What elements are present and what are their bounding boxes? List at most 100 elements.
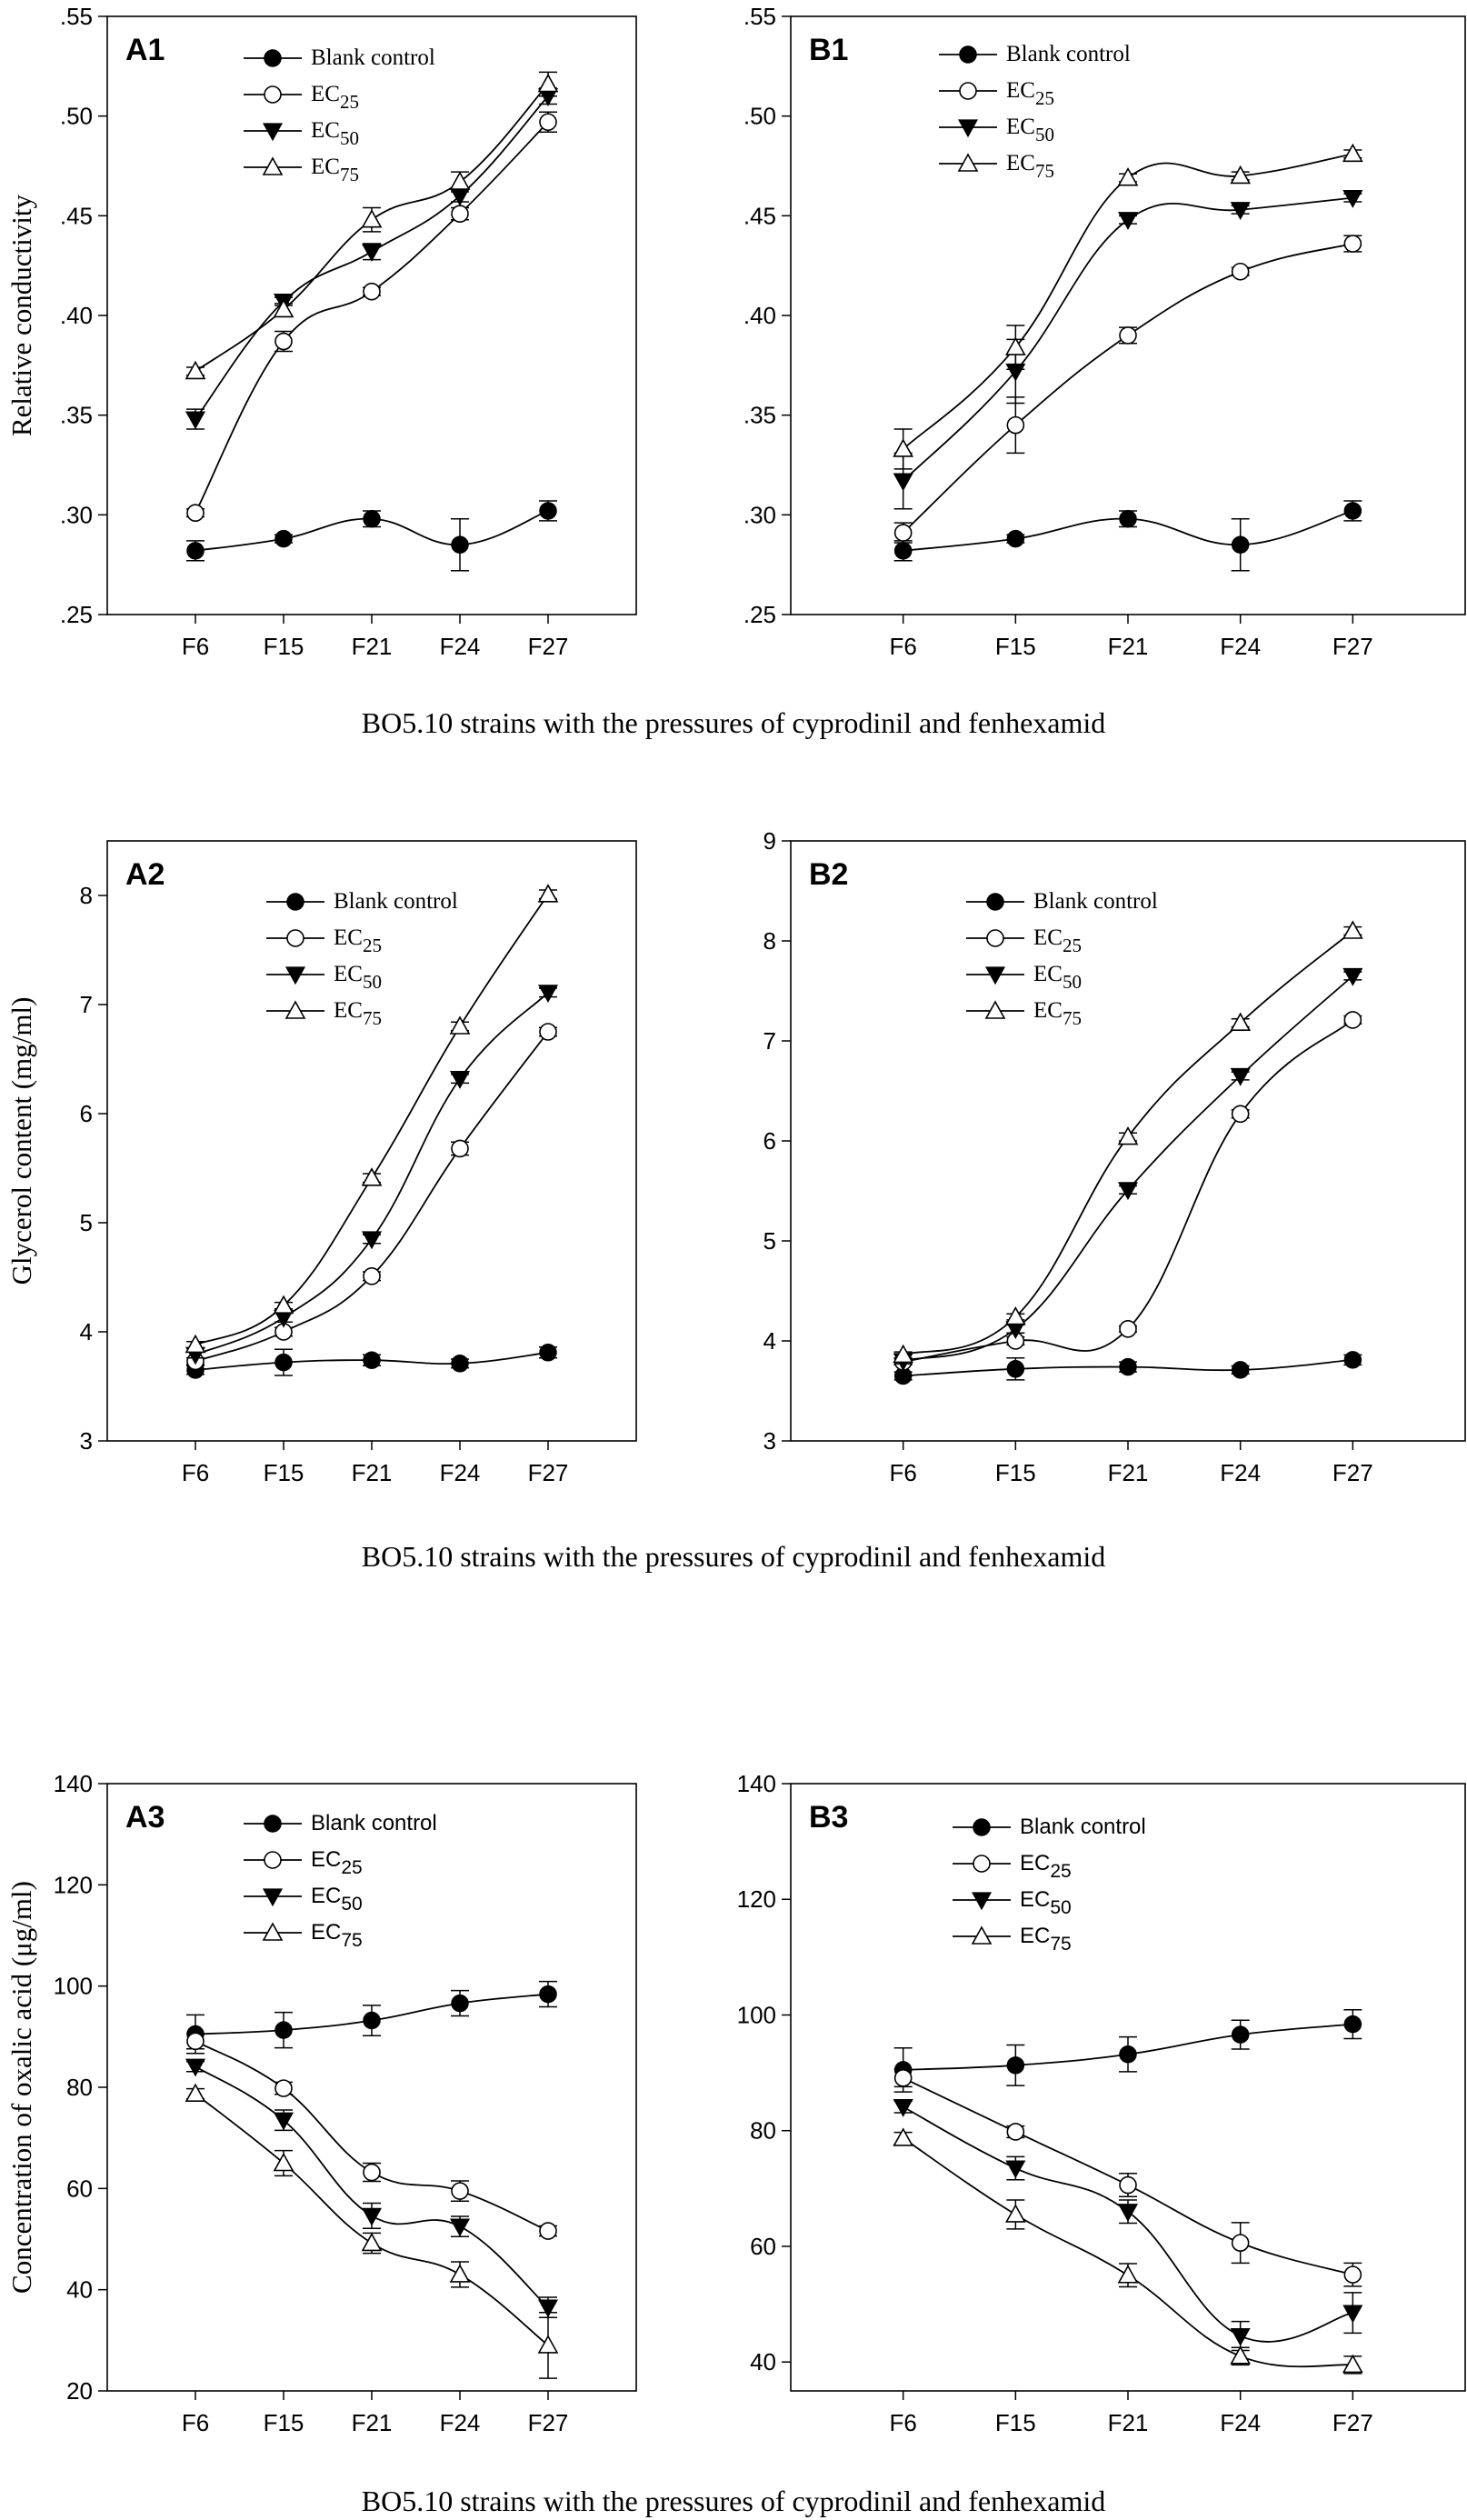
b1-data-point (1342, 143, 1363, 163)
a1-data-point (539, 502, 557, 520)
a2-legend-marker (284, 966, 306, 985)
a2-legend-marker (284, 1000, 306, 1019)
b2-data-point (1119, 1320, 1137, 1338)
a1-data-point (274, 332, 293, 351)
a2-series-line (195, 894, 549, 1346)
caption-row2: BO5.10 strains with the pressures of cyp… (362, 1540, 1106, 1573)
b1-series-3 (893, 143, 1363, 470)
a3-legend-label: EC50 (311, 1884, 363, 1915)
a3-legend-label: EC75 (311, 1920, 363, 1951)
chart-b3: 40 60 80 100 120 140 F6 F15 F21 F24 F27 B3 Blank con… (737, 1770, 1466, 2436)
a1-ytick-label: .35 (60, 402, 93, 429)
b2-legend-label: EC50 (1033, 962, 1082, 993)
b1-xtick-label: F21 (1108, 633, 1149, 660)
a3-data-point (274, 2021, 293, 2039)
b2-legend-label: EC25 (1033, 925, 1082, 956)
b2-xtick-label: F24 (1220, 1459, 1261, 1486)
b2-panel-label: B2 (809, 857, 848, 892)
b3-series-2 (893, 2099, 1363, 2352)
a3-legend-marker (264, 1851, 282, 1869)
b2-ytick-label: 4 (763, 1327, 776, 1355)
b1-data-point (1006, 529, 1025, 548)
chart-a2: 3 4 5 6 7 8 F6 F15 F21 F24 F27 Glycerol content (mg… (5, 840, 637, 1486)
a3-data-point (363, 2011, 381, 2030)
b3-ytick-label: 80 (750, 2117, 776, 2145)
a3-legend-marker (262, 1922, 284, 1941)
a2-legend-label: EC75 (334, 998, 382, 1029)
b1-ytick-label: .45 (743, 202, 776, 229)
b2-data-point (1342, 920, 1363, 939)
b3-ytick-label: 100 (737, 2001, 776, 2028)
b1-ytick-label: .40 (743, 302, 776, 329)
b1-legend-label: EC25 (1006, 78, 1054, 109)
b2-data-point (1117, 1182, 1139, 1201)
a1-series-2 (185, 87, 559, 430)
b2-legend-marker (986, 929, 1004, 947)
a3-ytick-label: 140 (54, 1770, 93, 1797)
b3-panel-label: B3 (809, 1800, 848, 1835)
b1-ytick-label: .35 (743, 402, 776, 429)
a2-ytick-label: 8 (80, 882, 93, 909)
b3-data-point (1231, 2234, 1250, 2252)
a3-legend-label: EC25 (311, 1847, 363, 1878)
a1-data-point (451, 535, 469, 554)
a2-data-point (539, 1344, 557, 1362)
b1-data-point (1117, 212, 1139, 230)
b1-data-point (1119, 326, 1137, 345)
b1-legend-marker (959, 82, 977, 100)
a1-legend-label: EC25 (311, 82, 359, 113)
b1-data-point (1343, 235, 1362, 253)
b3-data-point (893, 2099, 913, 2117)
b3-data-point (1004, 2204, 1026, 2223)
b2-xtick-label: F27 (1332, 1459, 1373, 1486)
b3-data-point (1005, 2160, 1026, 2179)
b1-data-point (1231, 535, 1250, 554)
b1-data-point (1119, 509, 1137, 528)
b1-series-0 (893, 500, 1362, 572)
a2-xtick-label: F15 (264, 1459, 304, 1486)
b3-legend-label: Blank control (1020, 1815, 1146, 1839)
b1-legend-label: Blank control (1006, 42, 1131, 66)
b2-data-point (1343, 1011, 1362, 1029)
b1-legend-marker (957, 153, 979, 172)
a3-xtick-label: F27 (528, 2409, 569, 2436)
a1-ytick-label: .40 (60, 302, 93, 329)
b3-ytick-label: 60 (750, 2233, 776, 2260)
a2-series-2 (185, 985, 559, 1365)
chart-b2: 3 4 5 6 7 8 9 F6 F15 F21 F24 F27 B2 Blank control EC25… (763, 827, 1466, 1486)
a2-panel-label: A2 (125, 857, 165, 892)
b3-xtick-label: F15 (995, 2409, 1036, 2436)
a1-panel-label: A1 (125, 33, 165, 67)
a2-data-point (361, 1167, 383, 1186)
b1-data-point (1117, 167, 1139, 186)
a1-data-point (539, 113, 557, 132)
caption-row1: BO5.10 strains with the pressures of cyp… (362, 706, 1106, 739)
a3-data-point (361, 2232, 383, 2252)
a1-data-point (361, 244, 383, 263)
a3-panel-label: A3 (125, 1800, 165, 1835)
b3-data-point (893, 2127, 914, 2146)
a2-data-point (273, 1295, 294, 1314)
b1-legend-marker (959, 45, 977, 64)
b3-data-point (1230, 2345, 1252, 2365)
b3-series-1 (893, 2068, 1362, 2287)
b2-data-point (1117, 1125, 1139, 1145)
b2-legend: Blank control EC25 EC50 EC75 (966, 889, 1158, 1029)
b1-data-point (1004, 336, 1026, 355)
b3-xtick-label: F21 (1108, 2409, 1149, 2436)
b2-legend-marker (984, 1000, 1006, 1019)
a3-data-point (539, 2222, 557, 2240)
a3-data-point (361, 2207, 383, 2226)
b1-xtick-label: F27 (1332, 633, 1373, 660)
b3-series-line (903, 2105, 1353, 2343)
b3-series-0 (893, 2009, 1362, 2093)
a1-xtick-label: F21 (352, 633, 393, 660)
a3-data-point (449, 2264, 471, 2283)
a2-legend-label: EC50 (334, 962, 382, 993)
b3-data-point (1342, 2305, 1363, 2324)
b1-series-line (903, 196, 1353, 482)
chart-a3: 20 40 60 80 100 120 140 F6 F15 F21 F24 F27 Concentra… (5, 1770, 637, 2436)
chart-a1: .25 .30 .35 .40 .45 .50 .55 F6 F15 F21 F24 F27 Relat… (5, 3, 637, 660)
b1-series-1 (893, 235, 1362, 544)
